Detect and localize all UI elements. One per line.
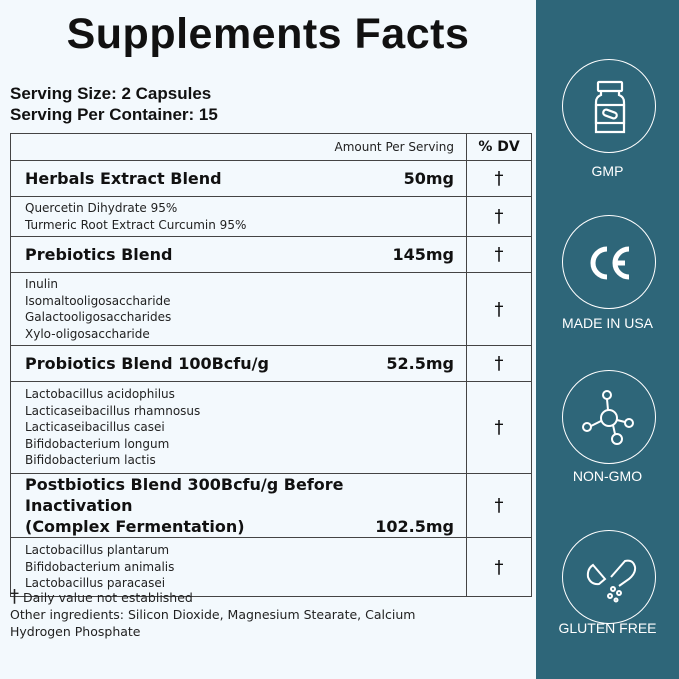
other-ingredients: Other ingredients: Silicon Dioxide, Magn… bbox=[10, 607, 416, 639]
ingredient: Lacticaseibacillus casei bbox=[25, 420, 165, 435]
ingredient: Quercetin Dihydrate 95% bbox=[25, 201, 178, 215]
ingredient: Inulin bbox=[25, 277, 59, 291]
ingredient: Galactooligosaccharides bbox=[25, 310, 172, 324]
blend-name: Postbiotics Blend 300Bcfu/g Before Inact… bbox=[25, 475, 344, 515]
ingredient: Bifidobacterium longum bbox=[25, 436, 170, 451]
ingredient-row: Lactobacillus plantarum Bifidobacterium a… bbox=[10, 537, 532, 597]
ingredient-row: Inulin Isomaltooligosaccharide Galactoolig… bbox=[10, 272, 532, 346]
badge-label: GMP bbox=[591, 163, 624, 179]
blend-name-line2: (Complex Fermentation) bbox=[25, 517, 245, 536]
blend-name: Herbals Extract Blend bbox=[25, 169, 222, 188]
blend-row: Postbiotics Blend 300Bcfu/g Before Inact… bbox=[10, 473, 532, 538]
table-header: Amount Per Serving % DV bbox=[10, 133, 532, 161]
badge-panel: GMP MADE IN USA NON-GMO GLUTEN FREE bbox=[536, 0, 679, 679]
serving-size: Serving Size: 2 Capsules bbox=[10, 84, 212, 103]
blend-name: Probiotics Blend 100Bcfu/g bbox=[25, 354, 269, 373]
dagger-symbol: † bbox=[10, 586, 19, 607]
ingredient-dv: † bbox=[466, 272, 532, 346]
blend-amount: 50mg bbox=[403, 169, 454, 188]
facts-table: Amount Per Serving % DV Herbals Extract … bbox=[10, 133, 532, 597]
blend-row: Prebiotics Blend 145mg † bbox=[10, 236, 532, 273]
blend-amount: 52.5mg bbox=[386, 354, 454, 373]
blend-dv: † bbox=[466, 473, 532, 538]
supplement-bottle-icon bbox=[562, 59, 656, 153]
footnote-text: Daily value not established bbox=[22, 590, 193, 605]
ingredient-row: Lactobacillus acidophilus Lacticaseibacil… bbox=[10, 381, 532, 474]
badge-label: GLUTEN FREE bbox=[558, 620, 657, 636]
ce-mark-icon bbox=[562, 215, 656, 309]
blend-row: Herbals Extract Blend 50mg † bbox=[10, 160, 532, 197]
blend-dv: † bbox=[466, 160, 532, 197]
blend-dv: † bbox=[466, 236, 532, 273]
ingredient: Lactobacillus acidophilus bbox=[25, 387, 175, 402]
footnote: † Daily value not established Other ingr… bbox=[10, 588, 450, 640]
ingredient-dv: † bbox=[466, 381, 532, 474]
ingredient: Lacticaseibacillus rhamnosus bbox=[25, 403, 201, 418]
dv-header: % DV bbox=[466, 133, 532, 161]
blend-name: Prebiotics Blend bbox=[25, 245, 173, 264]
ingredient: Isomaltooligosaccharide bbox=[25, 293, 171, 308]
ingredient-row: Quercetin Dihydrate 95% Turmeric Root Ext… bbox=[10, 196, 532, 237]
serving-per-container: Serving Per Container: 15 bbox=[10, 105, 218, 124]
ingredient: Turmeric Root Extract Curcumin 95% bbox=[25, 217, 247, 232]
capsule-icon bbox=[562, 530, 656, 624]
blend-dv: † bbox=[466, 345, 532, 382]
ingredient: Lactobacillus plantarum bbox=[25, 543, 170, 558]
ingredient: Bifidobacterium animalis bbox=[25, 559, 175, 574]
ingredient: Lactobacillus paracasei bbox=[25, 576, 166, 591]
blend-amount: 102.5mg bbox=[375, 517, 454, 536]
ingredient-dv: † bbox=[466, 537, 532, 597]
molecule-icon bbox=[562, 370, 656, 464]
ingredient-dv: † bbox=[466, 196, 532, 237]
ingredient: Bifidobacterium lactis bbox=[25, 453, 156, 468]
badge-label: NON-GMO bbox=[572, 468, 643, 484]
badge-label: MADE IN USA bbox=[561, 315, 653, 331]
page-title: Supplements Facts bbox=[66, 10, 470, 58]
blend-row: Probiotics Blend 100Bcfu/g 52.5mg † bbox=[10, 345, 532, 382]
blend-amount: 145mg bbox=[392, 245, 454, 264]
ingredient: Xylo-oligosaccharide bbox=[25, 326, 150, 341]
amount-header: Amount Per Serving bbox=[10, 133, 467, 161]
